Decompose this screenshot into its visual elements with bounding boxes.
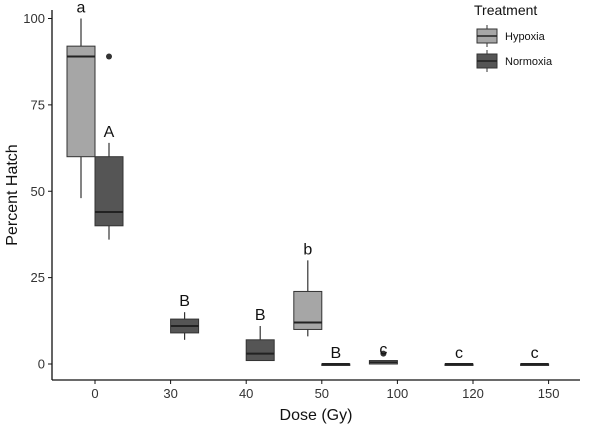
x-tick-label: 150 <box>538 386 560 401</box>
significance-label: B <box>255 307 266 324</box>
y-tick-label: 75 <box>31 97 45 112</box>
box-normoxia-30: B <box>170 293 200 340</box>
legend-label: Normoxia <box>505 56 553 68</box>
box-normoxia-40: B <box>245 307 275 362</box>
legend-entries: Hypoxia Normoxia <box>476 25 553 72</box>
box-normoxia-0: A <box>94 53 124 240</box>
significance-label: c <box>531 345 539 362</box>
box-body <box>66 45 96 158</box>
box-hypoxia-50: b <box>293 241 323 337</box>
box-hypoxia-120: c <box>444 345 474 366</box>
x-tick-label: 50 <box>315 386 329 401</box>
y-tick-label: 0 <box>38 357 45 372</box>
significance-label: a <box>77 0 86 17</box>
x-tick-label: 100 <box>387 386 409 401</box>
box-body <box>293 290 323 330</box>
axes: 0 25 50 75 100 0 30 40 50 100 120 150 Percent Hatc… <box>4 10 580 424</box>
box-outlier <box>380 350 387 357</box>
box-body <box>245 339 275 362</box>
significance-label: c <box>455 345 463 362</box>
significance-label: B <box>330 345 341 362</box>
box-body <box>94 156 124 227</box>
y-tick-label: 25 <box>31 270 45 285</box>
box-hypoxia-0: a <box>66 0 96 199</box>
legend-title: Treatment <box>474 2 537 18</box>
legend-entry-normoxia: Normoxia <box>476 50 553 72</box>
y-axis-title: Percent Hatch <box>4 144 21 245</box>
x-tick-label: 0 <box>91 386 98 401</box>
significance-label: A <box>104 124 115 141</box>
plot-area: a b c c c A B B B <box>66 0 550 366</box>
x-tick-label: 120 <box>462 386 484 401</box>
box-normoxia-50: B <box>321 345 351 366</box>
y-tick-label: 50 <box>31 184 45 199</box>
significance-label: B <box>179 293 190 310</box>
box-hypoxia-100: c <box>368 342 398 365</box>
x-tick-label: 40 <box>239 386 253 401</box>
significance-label: c <box>379 342 387 359</box>
y-tick-label: 100 <box>23 11 45 26</box>
box-outlier <box>106 53 112 60</box>
legend: Treatment Hypoxia Normoxia <box>474 2 553 72</box>
y-axis-ticks: 0 25 50 75 100 <box>23 11 52 372</box>
box-hypoxia-150: c <box>520 345 550 366</box>
x-axis-ticks: 0 30 40 50 100 120 150 <box>91 380 559 401</box>
significance-label: b <box>303 241 312 258</box>
x-axis-title: Dose (Gy) <box>280 407 353 424</box>
legend-label: Hypoxia <box>505 31 546 43</box>
legend-entry-hypoxia: Hypoxia <box>476 25 546 47</box>
x-tick-label: 30 <box>163 386 177 401</box>
